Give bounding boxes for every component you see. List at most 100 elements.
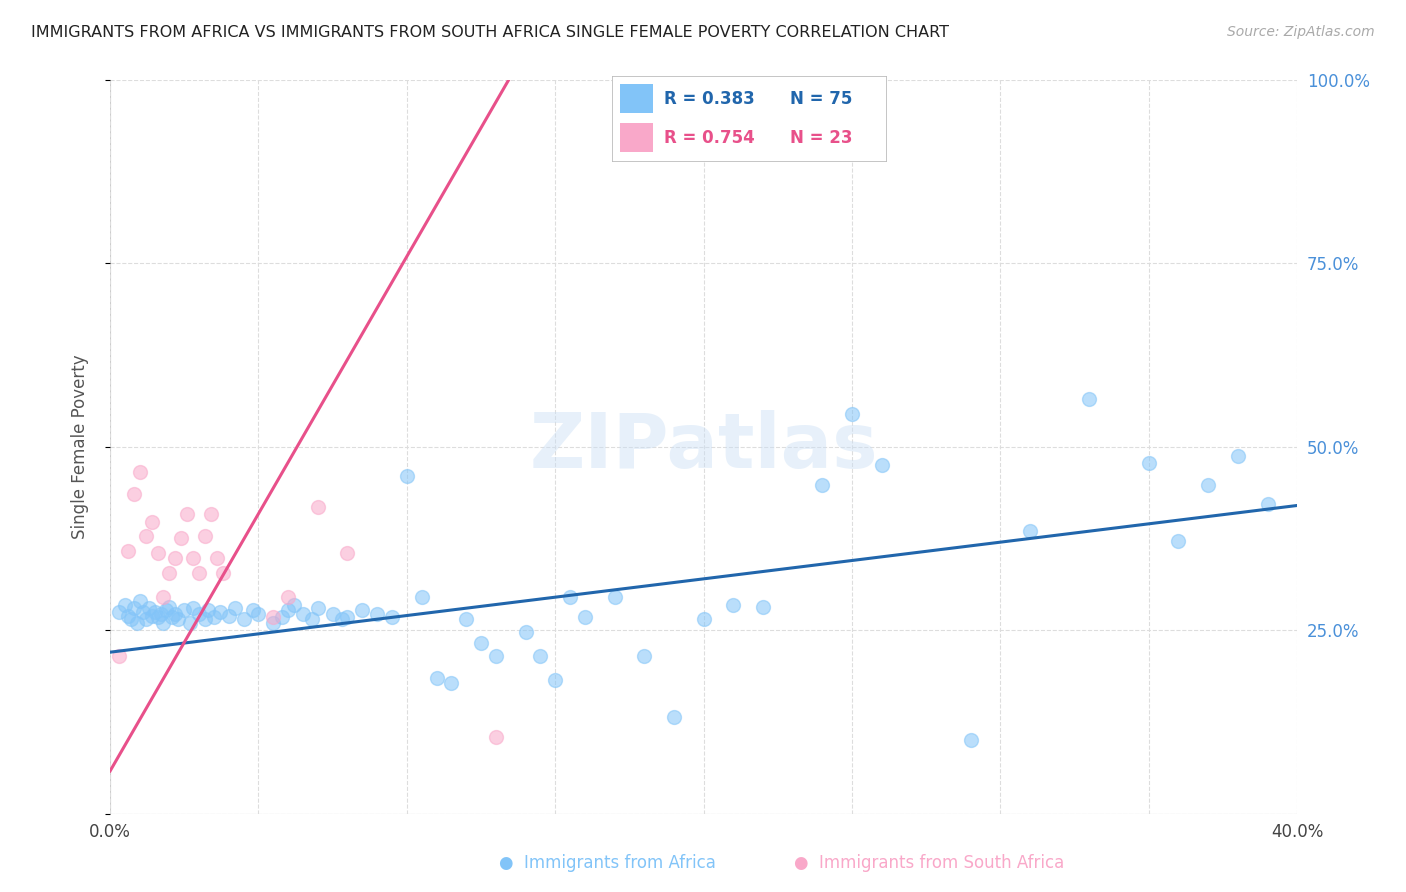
Text: ●  Immigrants from South Africa: ● Immigrants from South Africa bbox=[794, 855, 1064, 872]
Point bbox=[120, 612, 142, 626]
Point bbox=[146, 546, 169, 560]
Point bbox=[141, 515, 163, 529]
Point bbox=[128, 594, 150, 608]
Text: IMMIGRANTS FROM AFRICA VS IMMIGRANTS FROM SOUTH AFRICA SINGLE FEMALE POVERTY COR: IMMIGRANTS FROM AFRICA VS IMMIGRANTS FRO… bbox=[31, 25, 949, 40]
Point bbox=[1197, 478, 1219, 492]
Point bbox=[128, 466, 150, 480]
Point bbox=[485, 730, 508, 744]
Point bbox=[181, 551, 204, 566]
Point bbox=[181, 601, 204, 615]
Point bbox=[692, 612, 714, 626]
Point bbox=[322, 607, 344, 621]
Point bbox=[515, 624, 537, 639]
Point bbox=[307, 500, 329, 514]
Point bbox=[456, 612, 478, 626]
Point bbox=[277, 590, 299, 604]
Point bbox=[242, 602, 264, 616]
Point bbox=[108, 648, 131, 663]
Point bbox=[194, 612, 217, 626]
Point bbox=[138, 601, 160, 615]
Text: N = 75: N = 75 bbox=[790, 90, 852, 108]
Point bbox=[336, 610, 359, 624]
Point bbox=[662, 710, 685, 724]
Point bbox=[165, 607, 187, 621]
Point bbox=[529, 648, 551, 663]
Point bbox=[425, 671, 447, 685]
Point bbox=[603, 590, 626, 604]
Point bbox=[122, 601, 145, 615]
Point bbox=[470, 636, 492, 650]
Text: N = 23: N = 23 bbox=[790, 128, 852, 146]
Text: R = 0.754: R = 0.754 bbox=[664, 128, 755, 146]
Point bbox=[208, 605, 231, 619]
Point bbox=[194, 529, 217, 543]
Point bbox=[146, 610, 169, 624]
Point bbox=[165, 551, 187, 566]
Point bbox=[149, 607, 172, 621]
Text: ZIPatlas: ZIPatlas bbox=[529, 409, 877, 483]
Point bbox=[155, 602, 177, 616]
Point bbox=[633, 648, 655, 663]
Point bbox=[723, 598, 745, 612]
Point bbox=[218, 608, 240, 623]
Text: ●  Immigrants from Africa: ● Immigrants from Africa bbox=[499, 855, 716, 872]
Point bbox=[211, 566, 233, 580]
Point bbox=[485, 648, 508, 663]
Point bbox=[1167, 533, 1189, 548]
Point bbox=[1257, 497, 1279, 511]
Point bbox=[152, 590, 174, 604]
Point bbox=[132, 605, 155, 619]
Point bbox=[188, 566, 211, 580]
Point bbox=[271, 610, 294, 624]
Point bbox=[205, 551, 228, 566]
Y-axis label: Single Female Poverty: Single Female Poverty bbox=[72, 354, 89, 539]
Point bbox=[841, 407, 863, 421]
Point bbox=[558, 590, 581, 604]
Point bbox=[159, 566, 181, 580]
Text: Source: ZipAtlas.com: Source: ZipAtlas.com bbox=[1227, 25, 1375, 39]
Point bbox=[411, 590, 433, 604]
Point bbox=[330, 612, 353, 626]
Point bbox=[167, 612, 190, 626]
Point bbox=[162, 610, 184, 624]
Point bbox=[152, 615, 174, 630]
Point bbox=[301, 612, 323, 626]
Point bbox=[117, 608, 139, 623]
Point bbox=[173, 602, 195, 616]
Point bbox=[202, 610, 225, 624]
Point bbox=[125, 615, 148, 630]
Point bbox=[135, 529, 157, 543]
Point bbox=[440, 676, 463, 690]
Point bbox=[141, 608, 163, 623]
Point bbox=[366, 607, 388, 621]
Point bbox=[247, 607, 270, 621]
Point bbox=[122, 487, 145, 501]
Point bbox=[170, 532, 193, 546]
Point bbox=[544, 673, 567, 687]
Point bbox=[870, 458, 893, 472]
Point bbox=[135, 612, 157, 626]
Point bbox=[117, 544, 139, 558]
Point bbox=[811, 478, 834, 492]
Point bbox=[262, 610, 284, 624]
Point bbox=[179, 615, 201, 630]
Point bbox=[283, 598, 305, 612]
Point bbox=[197, 602, 219, 616]
Point bbox=[1019, 524, 1042, 538]
Point bbox=[336, 546, 359, 560]
Point bbox=[143, 605, 166, 619]
Point bbox=[114, 598, 136, 612]
Point bbox=[959, 733, 981, 747]
Point bbox=[574, 610, 596, 624]
Point bbox=[277, 602, 299, 616]
FancyBboxPatch shape bbox=[620, 84, 652, 113]
Point bbox=[262, 615, 284, 630]
Point bbox=[291, 607, 314, 621]
Text: R = 0.383: R = 0.383 bbox=[664, 90, 755, 108]
Point bbox=[176, 508, 198, 522]
Point bbox=[381, 610, 404, 624]
Point bbox=[232, 612, 254, 626]
Point bbox=[1226, 449, 1249, 463]
Point bbox=[395, 469, 418, 483]
Point bbox=[188, 607, 211, 621]
